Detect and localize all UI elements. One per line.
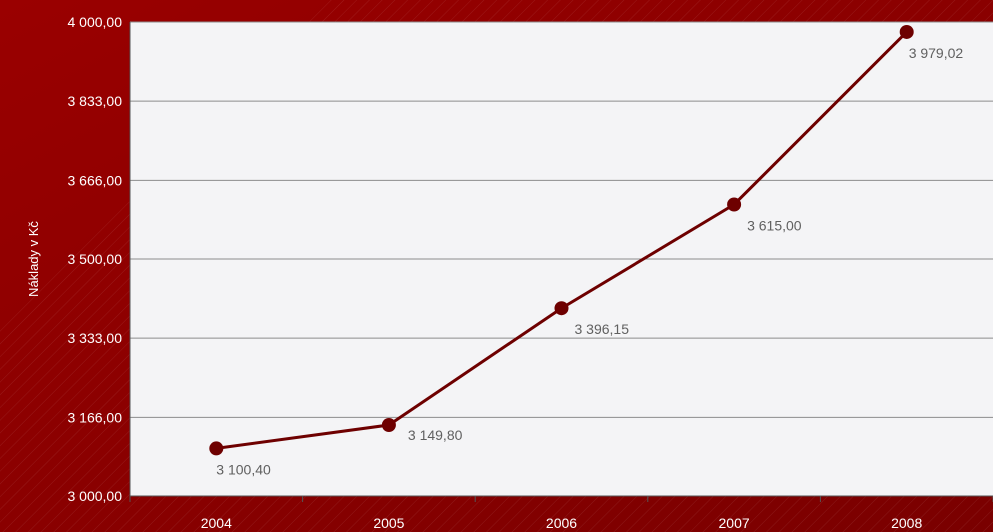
data-label: 3 979,02: [909, 45, 964, 61]
x-tick-label: 2006: [546, 515, 577, 531]
x-axis-tick-labels: 2004 2005 2006 2007 2008: [201, 515, 923, 531]
data-point-marker: [899, 24, 914, 39]
y-tick-label: 3 500,00: [68, 251, 123, 267]
y-tick-label: 3 833,00: [68, 93, 123, 109]
series-markers: [209, 24, 914, 456]
gridlines: [130, 21, 993, 418]
data-label: 3 396,15: [575, 321, 630, 337]
y-tick-label: 3 166,00: [68, 409, 123, 425]
data-label: 3 615,00: [747, 217, 802, 233]
data-label: 3 100,40: [216, 461, 271, 477]
data-point-marker: [381, 417, 396, 432]
y-tick-label: 3 666,00: [68, 172, 123, 188]
data-point-marker: [727, 197, 742, 212]
y-axis-tick-labels: 3 000,00 3 166,00 3 333,00 3 500,00 3 666,00…: [68, 14, 123, 504]
data-labels: 3 100,40 3 149,80 3 396,15 3 615,00 3 979,02: [216, 45, 963, 477]
x-tick-label: 2008: [891, 515, 922, 531]
data-point-marker: [209, 441, 224, 456]
data-point-marker: [554, 301, 569, 316]
y-axis-title: Náklady v Kč: [26, 221, 41, 297]
x-axis-ticks: [129, 496, 993, 502]
data-label: 3 149,80: [408, 427, 463, 443]
y-tick-label: 3 000,00: [68, 488, 123, 504]
x-tick-label: 2004: [201, 515, 232, 531]
y-tick-label: 3 333,00: [68, 330, 123, 346]
y-tick-label: 4 000,00: [68, 14, 123, 30]
x-tick-label: 2005: [373, 515, 404, 531]
x-tick-label: 2007: [719, 515, 750, 531]
